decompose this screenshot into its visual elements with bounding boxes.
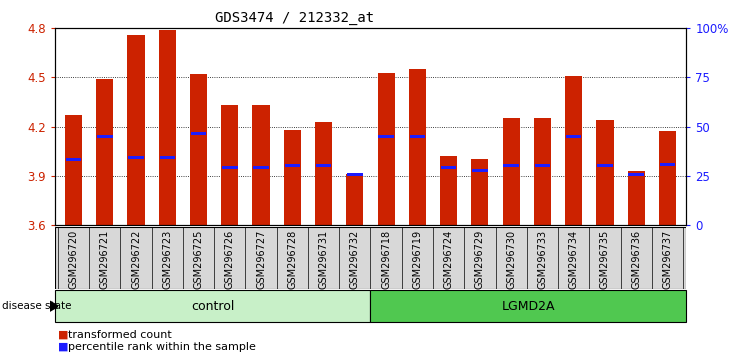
Bar bbox=[55, 227, 686, 289]
Bar bbox=[315, 122, 332, 225]
Bar bbox=[597, 164, 612, 167]
Text: GSM296734: GSM296734 bbox=[569, 230, 579, 289]
Bar bbox=[440, 156, 457, 225]
Bar bbox=[534, 164, 550, 167]
Text: GSM296724: GSM296724 bbox=[444, 230, 453, 289]
Bar bbox=[441, 166, 456, 169]
Bar bbox=[502, 118, 520, 225]
Bar bbox=[55, 290, 370, 322]
Bar bbox=[285, 164, 300, 167]
Bar bbox=[660, 163, 675, 166]
Bar bbox=[158, 30, 176, 225]
Bar bbox=[472, 169, 488, 172]
Text: GSM296737: GSM296737 bbox=[662, 230, 672, 289]
Text: GSM296721: GSM296721 bbox=[100, 230, 110, 289]
Bar bbox=[472, 159, 488, 225]
Bar bbox=[629, 172, 644, 176]
Bar bbox=[659, 131, 676, 225]
Text: GSM296726: GSM296726 bbox=[225, 230, 235, 289]
Bar bbox=[253, 105, 269, 225]
Text: GSM296728: GSM296728 bbox=[288, 230, 297, 289]
Text: GSM296718: GSM296718 bbox=[381, 230, 391, 289]
Text: LGMD2A: LGMD2A bbox=[502, 300, 555, 313]
Polygon shape bbox=[50, 301, 58, 311]
Bar bbox=[409, 69, 426, 225]
Text: GSM296723: GSM296723 bbox=[162, 230, 172, 289]
Bar bbox=[160, 156, 175, 159]
Text: GSM296722: GSM296722 bbox=[131, 230, 141, 289]
Bar bbox=[66, 158, 81, 161]
Text: GDS3474 / 212332_at: GDS3474 / 212332_at bbox=[215, 11, 374, 25]
Bar bbox=[504, 164, 519, 167]
Bar bbox=[128, 156, 144, 159]
Bar bbox=[565, 76, 583, 225]
Text: GSM296736: GSM296736 bbox=[631, 230, 641, 289]
Bar bbox=[410, 135, 425, 138]
Text: control: control bbox=[191, 300, 234, 313]
Bar bbox=[97, 135, 112, 138]
Bar bbox=[370, 290, 686, 322]
Text: GSM296729: GSM296729 bbox=[475, 230, 485, 289]
Text: GSM296727: GSM296727 bbox=[256, 230, 266, 289]
Text: GSM296731: GSM296731 bbox=[318, 230, 328, 289]
Bar bbox=[377, 73, 395, 225]
Bar bbox=[346, 174, 364, 225]
Text: ■: ■ bbox=[58, 330, 69, 339]
Text: ■: ■ bbox=[58, 342, 69, 352]
Bar bbox=[534, 118, 551, 225]
Bar bbox=[191, 132, 207, 135]
Bar bbox=[316, 164, 331, 167]
Text: GSM296725: GSM296725 bbox=[193, 230, 204, 289]
Bar bbox=[596, 120, 613, 225]
Bar bbox=[65, 115, 82, 225]
Text: GSM296730: GSM296730 bbox=[506, 230, 516, 289]
Text: GSM296733: GSM296733 bbox=[537, 230, 548, 289]
Text: transformed count: transformed count bbox=[68, 330, 172, 339]
Bar bbox=[628, 171, 645, 225]
Bar bbox=[190, 74, 207, 225]
Bar bbox=[221, 105, 239, 225]
Text: percentile rank within the sample: percentile rank within the sample bbox=[68, 342, 256, 352]
Text: GSM296732: GSM296732 bbox=[350, 230, 360, 289]
Bar bbox=[347, 172, 363, 176]
Bar bbox=[253, 166, 269, 169]
Bar bbox=[96, 79, 113, 225]
Bar bbox=[566, 135, 581, 138]
Text: GSM296735: GSM296735 bbox=[600, 230, 610, 289]
Bar bbox=[378, 135, 394, 138]
Text: disease state: disease state bbox=[2, 301, 72, 311]
Text: GSM296719: GSM296719 bbox=[412, 230, 423, 289]
Bar bbox=[222, 166, 237, 169]
Bar bbox=[284, 130, 301, 225]
Bar bbox=[128, 35, 145, 225]
Text: GSM296720: GSM296720 bbox=[69, 230, 79, 289]
